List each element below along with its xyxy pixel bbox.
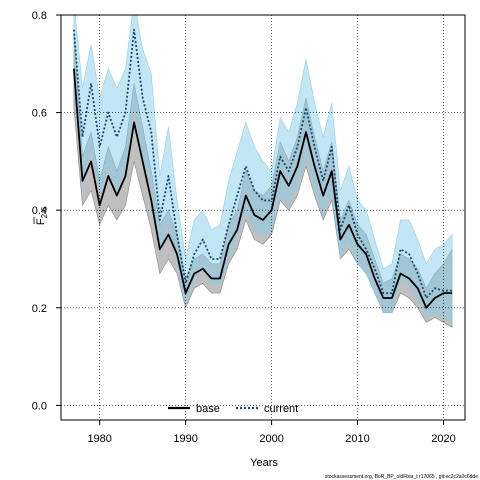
footer-provenance: stockassessment.org, BoR_BP_oldFbar_t r1… [325,474,478,480]
x-tick-label-2010: 2010 [345,433,369,445]
y-tick-label-0.4: 0.4 [32,205,47,217]
x-axis: 1980 1990 2000 2010 2020 [87,420,456,445]
legend-label-base: base [196,403,220,415]
x-tick-label-1990: 1990 [173,433,197,445]
series-lines [72,28,453,309]
legend-label-current: current [264,403,298,415]
x-axis-title: Years [250,457,278,469]
y-tick-label-0: 0.0 [32,400,47,412]
svg-text:F2-6: F2-6 [35,206,49,225]
y-tick-label-0.6: 0.6 [32,108,47,120]
y-axis: 0.0 0.2 0.4 0.6 0.8 [32,10,61,412]
y-axis-title: F2-6 [33,206,49,225]
x-tick-label-2000: 2000 [259,433,283,445]
series-line-base [72,68,453,309]
y-tick-label-0.2: 0.2 [32,303,47,315]
y-tick-label-0.8: 0.8 [32,10,47,22]
legend: base current [168,403,298,415]
y-axis-title-subscript: 2-6 [40,206,49,218]
y-axis-title-main: F [35,218,47,225]
plot-frame [60,14,466,421]
x-tick-label-2020: 2020 [431,433,455,445]
x-tick-label-1980: 1980 [87,433,111,445]
